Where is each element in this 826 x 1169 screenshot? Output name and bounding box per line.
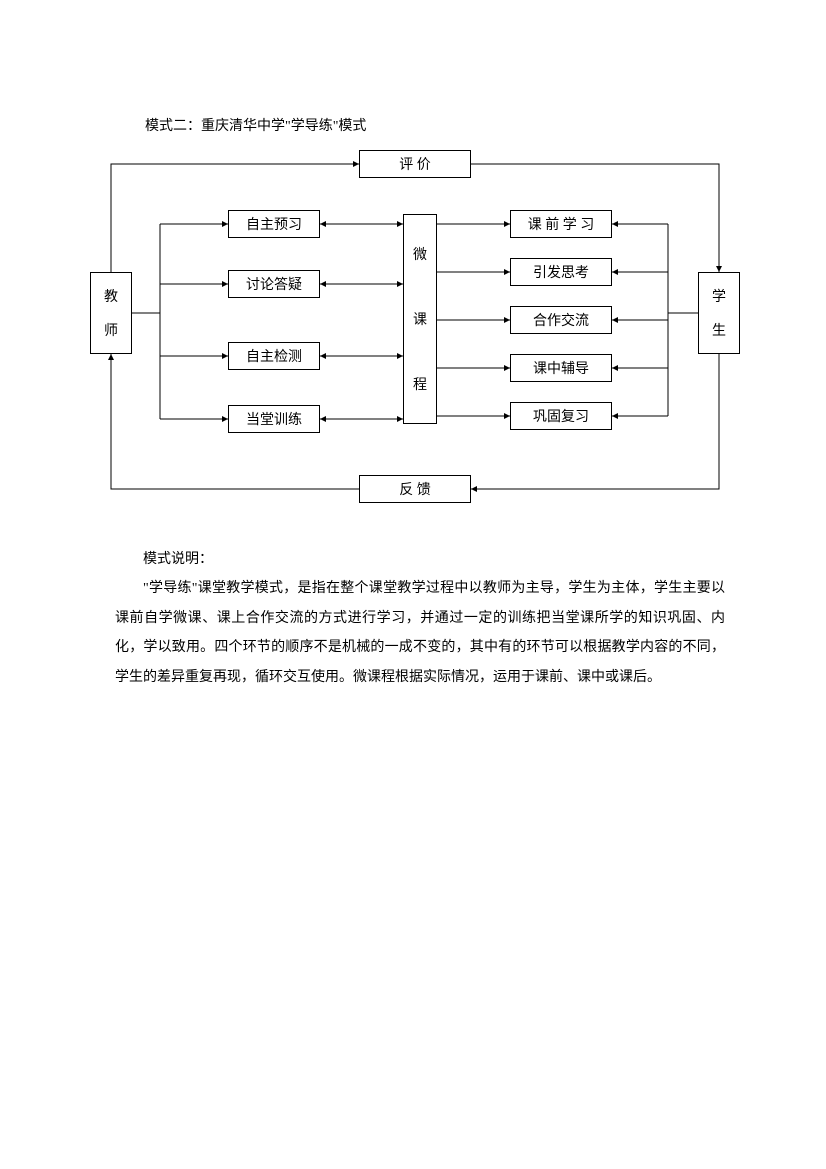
node-feedback: 反 馈 — [359, 475, 471, 503]
node-l2: 讨论答疑 — [228, 270, 320, 298]
node-r1: 课 前 学 习 — [510, 210, 612, 238]
node-l3: 自主检测 — [228, 342, 320, 370]
node-teacher-c1: 教 — [104, 286, 118, 306]
node-teacher: 教 师 — [90, 272, 132, 354]
page: 模式二：重庆清华中学"学导练"模式 — [0, 0, 826, 1169]
node-micro-c1: 微 — [413, 244, 427, 264]
node-student: 学 生 — [698, 272, 740, 354]
node-l1: 自主预习 — [228, 210, 320, 238]
node-micro: 微 课 程 — [403, 214, 437, 424]
description: 模式说明： "学导练"课堂教学模式，是指在整个课堂教学过程中以教师为主导，学生为… — [115, 545, 725, 692]
node-r3: 合作交流 — [510, 306, 612, 334]
page-title: 模式二：重庆清华中学"学导练"模式 — [145, 115, 366, 135]
node-r5: 巩固复习 — [510, 402, 612, 430]
node-micro-c3: 程 — [413, 374, 427, 394]
node-l4: 当堂训练 — [228, 405, 320, 433]
flowchart: 教 师 学 生 评 价 反 馈 微 课 程 自主预习 讨论答疑 自主检测 当堂训… — [90, 150, 740, 520]
node-student-c1: 学 — [712, 286, 726, 306]
node-teacher-c2: 师 — [104, 320, 118, 340]
node-eval: 评 价 — [359, 150, 471, 178]
description-body: "学导练"课堂教学模式，是指在整个课堂教学过程中以教师为主导，学生为主体，学生主… — [115, 574, 725, 692]
node-student-c2: 生 — [712, 320, 726, 340]
node-r2: 引发思考 — [510, 258, 612, 286]
node-micro-c2: 课 — [413, 309, 427, 329]
node-r4: 课中辅导 — [510, 354, 612, 382]
description-heading: 模式说明： — [115, 545, 725, 574]
